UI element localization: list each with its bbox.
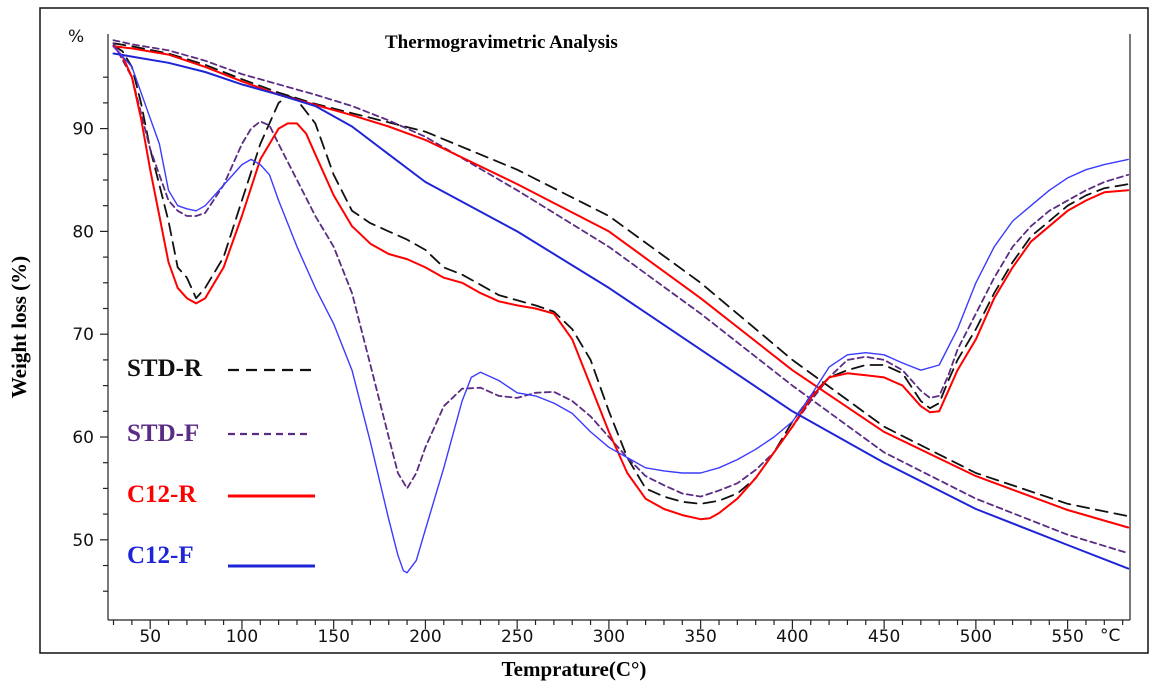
x-tick-label: 300 (593, 627, 625, 647)
legend-label-c12-f: C12-F (127, 542, 194, 569)
y-tick-label: 50 (72, 531, 94, 551)
series-line-std-r-weight (112, 42, 1130, 518)
x-tick-label: 550 (1051, 627, 1083, 647)
legend-item-c12-r: C12-R (127, 481, 315, 508)
x-tick-label: 500 (960, 627, 992, 647)
y-axis-title: Weight loss (%) (7, 256, 31, 398)
y-axis-ticks: 50 60 70 80 90 (72, 76, 108, 592)
series-layer (112, 39, 1130, 574)
x-tick-label: 400 (776, 627, 808, 647)
x-axis-ticks: 50 100 150 200 250 300 350 400 450 500 550 (112, 620, 1124, 647)
y-tick-label: 70 (72, 325, 94, 345)
y-tick-label: 60 (72, 428, 94, 448)
series-line-c12-r-weight (112, 45, 1130, 529)
chart-border (39, 7, 1149, 654)
x-tick-label: 150 (317, 627, 349, 647)
x-tick-label: 450 (868, 627, 900, 647)
series-line-c12-f-derivative (112, 45, 1129, 574)
x-tick-label: 50 (139, 627, 161, 647)
y-unit-label: % (68, 27, 84, 47)
legend-item-std-f: STD-F (127, 420, 312, 447)
chart-title: Thermogravimetric Analysis (385, 32, 618, 53)
legend-label-std-f: STD-F (127, 420, 199, 447)
legend-item-c12-f: C12-F (127, 542, 315, 569)
x-tick-label: 100 (226, 627, 258, 647)
series-line-std-r-derivative (112, 44, 1130, 505)
y-tick-label: 80 (72, 222, 94, 242)
series-line-std-f-weight (112, 39, 1130, 555)
x-axis-title: Temprature(C°) (502, 657, 647, 681)
legend: STD-R STD-F C12-R C12-F (127, 355, 315, 569)
x-unit-label: °C (1100, 626, 1120, 646)
series-line-c12-f-weight (112, 52, 1130, 570)
x-tick-label: 350 (684, 627, 716, 647)
legend-label-std-r: STD-R (127, 355, 203, 382)
y-tick-label: 90 (72, 120, 94, 140)
x-tick-label: 250 (501, 627, 533, 647)
x-tick-label: 200 (409, 627, 441, 647)
series-line-c12-r-derivative (112, 45, 1130, 521)
legend-label-c12-r: C12-R (127, 481, 197, 508)
series-line-std-f-derivative (112, 42, 1130, 498)
legend-item-std-r: STD-R (127, 355, 312, 382)
